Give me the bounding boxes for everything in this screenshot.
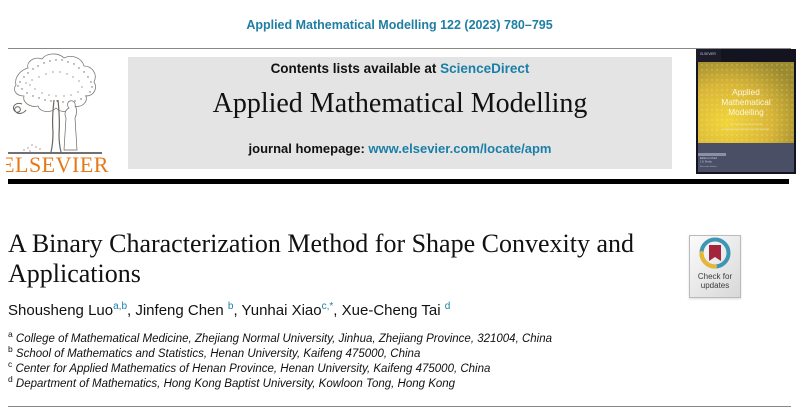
svg-text:J.N. Reddy: J.N. Reddy xyxy=(700,161,713,164)
svg-text:Editor-in-Chief:: Editor-in-Chief: xyxy=(700,156,718,160)
svg-text:Applied: Applied xyxy=(732,87,760,97)
svg-text:Modelling: Modelling xyxy=(728,107,764,117)
svg-text:Associate Editors: Associate Editors xyxy=(700,165,718,168)
svg-text:Mathematical: Mathematical xyxy=(721,97,770,107)
svg-text:ELSEVIER: ELSEVIER xyxy=(6,152,109,177)
svg-text:Engineering and Environmental: Engineering and Environmental Systems xyxy=(723,127,771,131)
svg-text:An International Journal: An International Journal xyxy=(730,122,762,126)
svg-text:ELSEVIER: ELSEVIER xyxy=(700,52,716,56)
